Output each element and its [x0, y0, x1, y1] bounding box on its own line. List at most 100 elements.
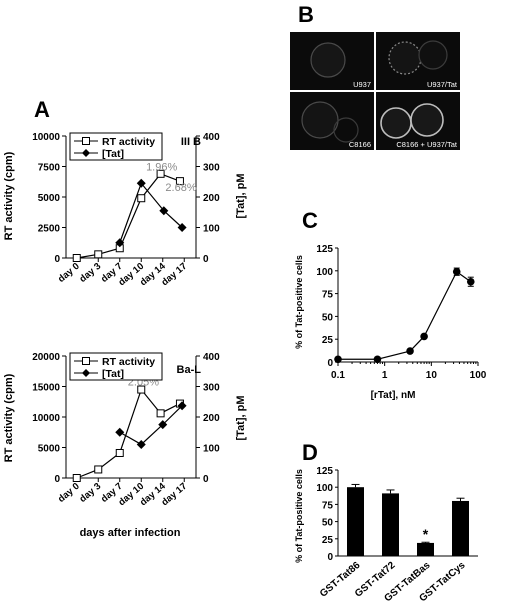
d-bar — [347, 487, 364, 556]
a-bottom-y2-tick-label: 400 — [203, 352, 220, 363]
a-top-legend-marker — [82, 137, 90, 145]
a-bottom-rt-point — [137, 385, 146, 394]
c-x-tick-label: 0.1 — [331, 370, 345, 381]
a-top-y-tick-label: 10000 — [32, 132, 60, 143]
c-y-tick-label: 50 — [322, 312, 334, 323]
a-top-y-tick-label: 0 — [54, 254, 60, 265]
a-top-tat-point — [177, 223, 187, 232]
a-bottom-legend-marker — [82, 357, 90, 365]
a-bottom-y2-tick-label: 100 — [203, 444, 220, 455]
a-top-y2-tick-label: 0 — [203, 254, 209, 265]
micrograph-label-c8166: C8166 — [349, 140, 371, 149]
d-y-tick-label: 50 — [322, 518, 334, 529]
a-top-rt-point — [72, 254, 81, 262]
a-top-tat-point — [159, 206, 169, 216]
c-data-point — [334, 355, 342, 364]
a-top-y2-tick-label: 300 — [203, 163, 220, 174]
micrograph-label-c8166-u937-tat: C8166 + U937/Tat — [396, 140, 458, 149]
c-x-tick-label: 100 — [470, 370, 487, 381]
c-x-tick-label: 10 — [426, 370, 438, 381]
a-bottom-legend-marker — [82, 369, 90, 377]
a-bottom-rt-point — [72, 474, 81, 482]
micrograph-label-u937: U937 — [353, 80, 371, 89]
a-bottom-rt-point — [115, 448, 124, 457]
d-y-tick-label: 0 — [327, 552, 333, 563]
chart-d: % of Tat-positive cells 0255075100125GST… — [294, 466, 478, 604]
panel-label-a: A — [34, 97, 50, 122]
a-top-tat-point — [115, 238, 125, 248]
a-bottom-rt-point — [156, 409, 165, 418]
a-bottom-ylabel: RT activity (cpm) — [3, 373, 15, 462]
a-bottom-y-tick-label: 20000 — [32, 352, 60, 363]
a-top-series-line-1 — [119, 182, 183, 243]
panel-label-d: D — [302, 440, 318, 465]
a-bottom-y-tick-label: 10000 — [32, 413, 60, 424]
a-bottom-series-line-1 — [119, 405, 183, 446]
a-top-y2-tick-label: 100 — [203, 224, 220, 235]
c-y-tick-label: 100 — [316, 267, 333, 278]
d-ylabel: % of Tat-positive cells — [294, 469, 304, 563]
d-y-tick-label: 125 — [316, 466, 333, 477]
c-y-tick-label: 0 — [327, 358, 333, 369]
a-top-tat-point — [136, 178, 146, 188]
d-bar — [382, 493, 399, 556]
c-data-point — [420, 332, 428, 341]
a-top-title: III B — [181, 136, 201, 148]
a-bottom-y-tick-label: 15000 — [32, 383, 60, 394]
c-ylabel: % of Tat-positive cells — [294, 255, 304, 349]
a-top-ylabel: RT activity (cpm) — [3, 151, 15, 240]
a-top-y2-tick-label: 200 — [203, 193, 220, 204]
a-top-legend-marker — [82, 149, 90, 157]
a-bottom-tat-point — [177, 401, 187, 411]
a-top-y2label: [Tat], pM — [235, 173, 247, 218]
a-bottom-series-line-0 — [76, 388, 181, 479]
d-significance-mark: * — [423, 526, 429, 542]
c-data-point — [373, 355, 382, 364]
a-bottom-legend-label: RT activity — [102, 356, 155, 368]
panel-label-c: C — [302, 208, 318, 233]
a-bottom-rt-point — [94, 465, 103, 474]
a-bottom-xlabel: days after infection — [80, 527, 181, 539]
a-top-legend-label: RT activity — [102, 136, 155, 148]
panel-label-b: B — [298, 2, 314, 27]
chart-c: % of Tat-positive cells [rTat], nM 0 25 50… — [294, 244, 487, 401]
a-bottom-tat-point — [136, 439, 146, 449]
a-top-y2-tick-label: 400 — [203, 132, 220, 143]
d-y-tick-label: 75 — [322, 500, 334, 511]
a-top-x-tick-label: day 3 — [77, 261, 103, 285]
a-top-legend-label: [Tat] — [102, 148, 124, 160]
c-x-tick-label: 1 — [382, 370, 388, 381]
a-bottom-y2-tick-label: 200 — [203, 413, 220, 424]
micrograph-label-u937-tat: U937/Tat — [427, 80, 458, 89]
c-data-point — [406, 347, 414, 355]
c-y-tick-label: 75 — [322, 290, 334, 301]
a-top-rt-point — [137, 194, 146, 203]
c-y-tick-label: 125 — [316, 244, 333, 255]
a-top-annotation: 1.96% — [146, 162, 177, 174]
c-y-tick-label: 25 — [322, 335, 334, 346]
a-top-y-tick-label: 5000 — [38, 193, 61, 204]
a-top-y-tick-label: 2500 — [38, 224, 61, 235]
a-bottom-title: Ba-L — [177, 364, 202, 376]
a-top-annotation: 2.68% — [165, 182, 196, 194]
a-top-rt-point — [156, 169, 165, 178]
d-bar — [417, 542, 434, 556]
panel-b-micrographs: U937 U937/Tat C8166 C8166 + U937/Tat — [290, 32, 460, 150]
a-bottom-tat-point — [158, 420, 168, 430]
a-bottom-y2-tick-label: 300 — [203, 383, 220, 394]
a-bottom-y-tick-label: 5000 — [38, 444, 61, 455]
a-top-rt-point — [175, 177, 184, 186]
d-y-tick-label: 25 — [322, 535, 334, 546]
a-bottom-legend-label: [Tat] — [102, 368, 124, 380]
a-bottom-y2-tick-label: 0 — [203, 474, 209, 485]
chart-a-bottom: RT activity (cpm) [Tat], pM Ba-L days af… — [3, 352, 247, 539]
a-bottom-x-tick-label: day 3 — [77, 481, 103, 505]
a-bottom-tat-point — [115, 427, 125, 437]
c-data-point — [452, 267, 461, 276]
chart-a-top: RT activity (cpm) [Tat], pM III B 0 2500 5… — [3, 132, 247, 288]
c-series-line — [338, 270, 472, 360]
a-bottom-y2label: [Tat], pM — [235, 395, 247, 440]
d-y-tick-label: 100 — [316, 483, 333, 494]
c-xlabel: [rTat], nM — [371, 390, 416, 401]
